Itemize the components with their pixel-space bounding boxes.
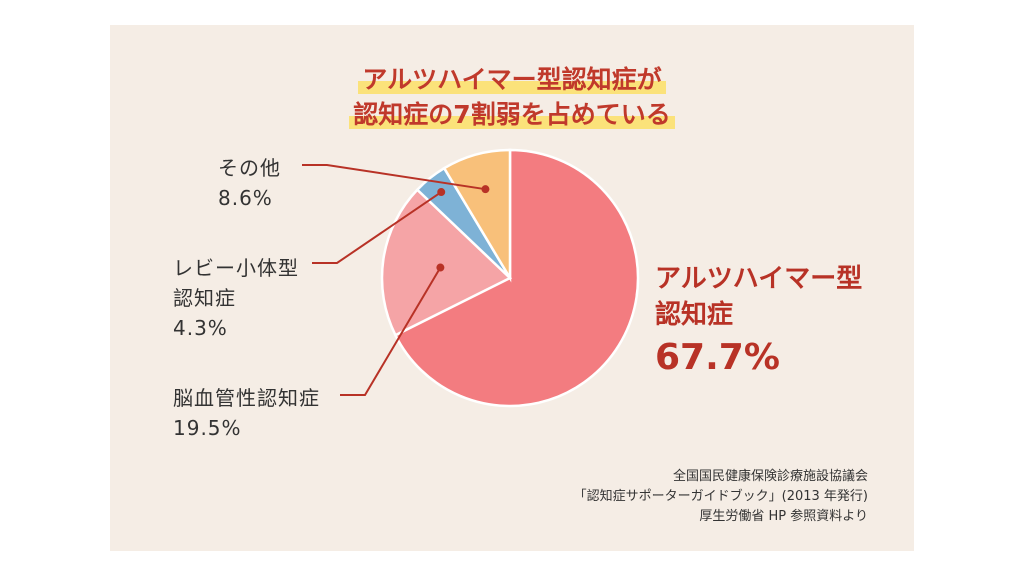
label-lewy-line-1: レビー小体型 [173, 256, 299, 280]
slice-alzheimer [393, 148, 640, 408]
source-line-1: 全国国民健康保険診療施設協議会 [672, 469, 868, 484]
leader-lewy-dot [437, 188, 446, 197]
label-alzheimer-line-2: 認知症 [655, 300, 734, 330]
chart-title-line-2: 認知症の7割弱を占めている [110, 98, 914, 132]
label-lewy-line-2: 認知症 [173, 286, 236, 310]
leader-vascular-dot [436, 263, 445, 272]
leader-vascular-line [340, 267, 442, 396]
label-vascular-value: 19.5% [173, 416, 242, 440]
leader-vascular [340, 263, 445, 396]
chart-title-line-1: アルツハイマー型認知症が [110, 63, 914, 97]
leader-lewy [312, 188, 446, 264]
chart-panel: アルツハイマー型認知症が 認知症の7割弱を占めている アルツハイマー型 認知症 … [110, 25, 914, 551]
pie-chart [302, 148, 640, 408]
label-other-line-1: その他 [218, 156, 281, 180]
leader-lines [302, 164, 490, 396]
label-lewy-value: 4.3% [173, 316, 228, 340]
label-vascular-line-1: 脳血管性認知症 [173, 386, 320, 410]
source-note: 全国国民健康保険診療施設協議会 「認知症サポーターガイドブック」(2013 年発… [574, 467, 868, 527]
slice-other [442, 148, 512, 283]
label-vascular: 脳血管性認知症 19.5% [173, 383, 320, 443]
label-other: その他 8.6% [218, 153, 281, 213]
leader-other-dot [481, 185, 490, 194]
source-line-3: 厚生労働省 HP 参照資料より [699, 509, 868, 524]
leader-lewy-line [312, 191, 442, 264]
label-lewy: レビー小体型 認知症 4.3% [173, 253, 299, 343]
source-line-2: 「認知症サポーターガイドブック」(2013 年発行) [573, 489, 868, 504]
label-alzheimer-line-1: アルツハイマー型 [655, 264, 863, 294]
slice-vascular [380, 187, 513, 337]
label-other-value: 8.6% [218, 186, 273, 210]
label-alzheimer-value: 67.7% [655, 337, 780, 378]
label-alzheimer: アルツハイマー型 認知症 67.7% [655, 261, 862, 383]
pie-slices [380, 148, 640, 408]
leader-other-line [302, 164, 486, 191]
leader-other [302, 164, 490, 194]
